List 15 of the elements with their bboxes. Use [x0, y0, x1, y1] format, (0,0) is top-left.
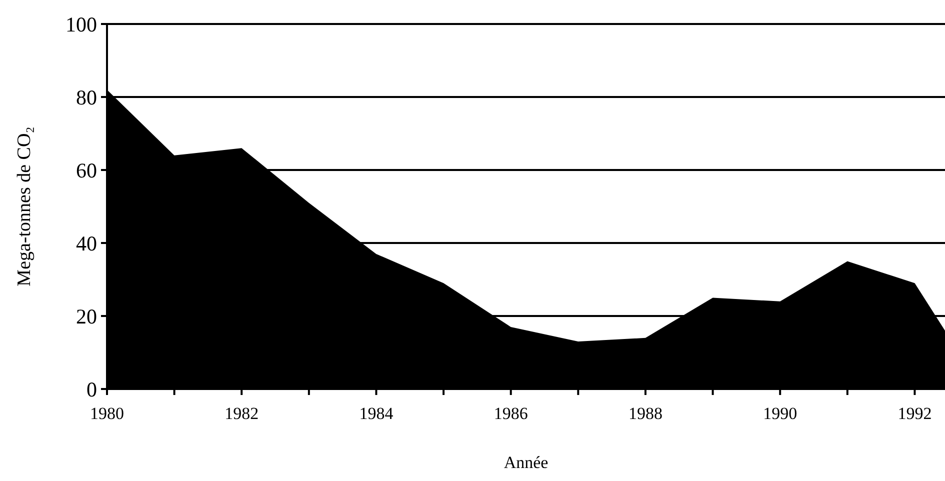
- x-tick-label: 1986: [494, 404, 528, 423]
- x-tick-label: 1980: [90, 404, 124, 423]
- y-tick-label: 0: [86, 377, 97, 402]
- y-tick-label: 100: [66, 12, 97, 36]
- x-tick-label: 1990: [763, 404, 798, 423]
- x-tick-label: 1992: [898, 404, 932, 423]
- x-tick-label: 1988: [628, 404, 662, 423]
- y-tick-label: 20: [76, 304, 97, 328]
- x-tick-label: 1984: [359, 404, 394, 423]
- y-tick-label: 40: [76, 231, 97, 256]
- y-tick-label: 80: [76, 85, 97, 110]
- x-tick-label: 1982: [224, 404, 259, 423]
- x-axis-title: Année: [504, 453, 548, 472]
- y-axis-title: Mega-tonnes de CO₂: [14, 126, 35, 286]
- y-tick-label: 60: [76, 158, 97, 182]
